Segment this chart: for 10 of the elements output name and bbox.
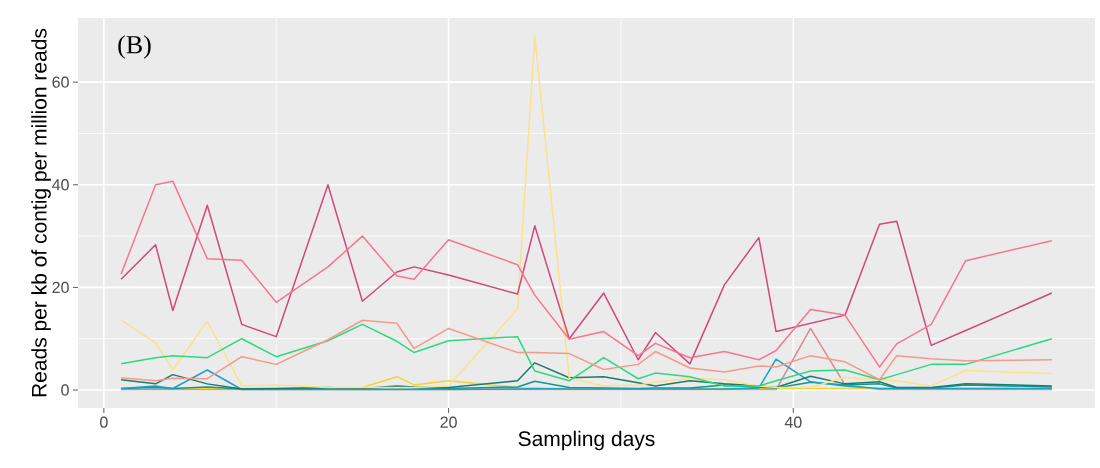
x-tick-label: 40 xyxy=(784,416,802,428)
x-axis-title: Sampling days xyxy=(518,430,655,451)
y-axis-title: Reads per kb of contig per million reads xyxy=(31,28,51,397)
x-tick-label: 20 xyxy=(440,416,457,428)
y-tick-label: 20 xyxy=(52,281,69,294)
y-tick-label: 0 xyxy=(61,384,69,396)
annotation: (B) xyxy=(118,35,151,59)
y-tick-label: 60 xyxy=(52,76,69,88)
y-tick-label: 40 xyxy=(52,179,69,191)
x-tick-label: 0 xyxy=(100,416,108,428)
